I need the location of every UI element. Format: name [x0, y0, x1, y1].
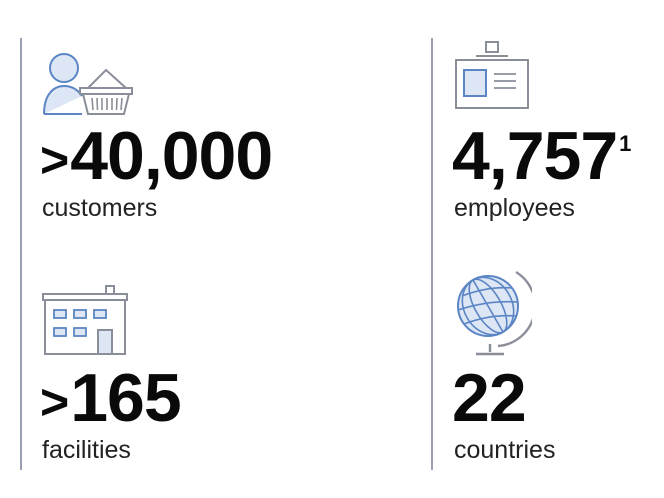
- customers-number: 40,000: [70, 118, 273, 194]
- customers-value: >40,000: [40, 122, 273, 190]
- id-badge-icon: [455, 41, 529, 109]
- facilities-number: 165: [70, 360, 181, 436]
- facilities-prefix: >: [40, 374, 69, 430]
- stat-facilities: >165 facilities: [40, 284, 402, 468]
- left-divider: [20, 38, 22, 470]
- stat-countries: 22 countries: [452, 266, 659, 468]
- center-divider: [431, 38, 433, 470]
- countries-number: 22: [452, 360, 527, 436]
- facilities-value: >165: [40, 364, 182, 432]
- customers-label: customers: [42, 194, 158, 222]
- facilities-label: facilities: [42, 436, 131, 464]
- building-icon: [42, 285, 128, 355]
- customer-basket-icon: [43, 53, 133, 115]
- stat-employees: 4,7571 employees: [452, 40, 659, 230]
- employees-number: 4,757: [452, 118, 618, 194]
- globe-icon: [457, 270, 532, 356]
- employees-value: 4,7571: [452, 122, 631, 190]
- employees-footnote: 1: [619, 131, 631, 156]
- stat-customers: >40,000 customers: [40, 48, 402, 228]
- employees-label: employees: [454, 194, 575, 222]
- countries-value: 22: [452, 364, 527, 432]
- countries-label: countries: [454, 436, 556, 464]
- customers-prefix: >: [40, 132, 69, 188]
